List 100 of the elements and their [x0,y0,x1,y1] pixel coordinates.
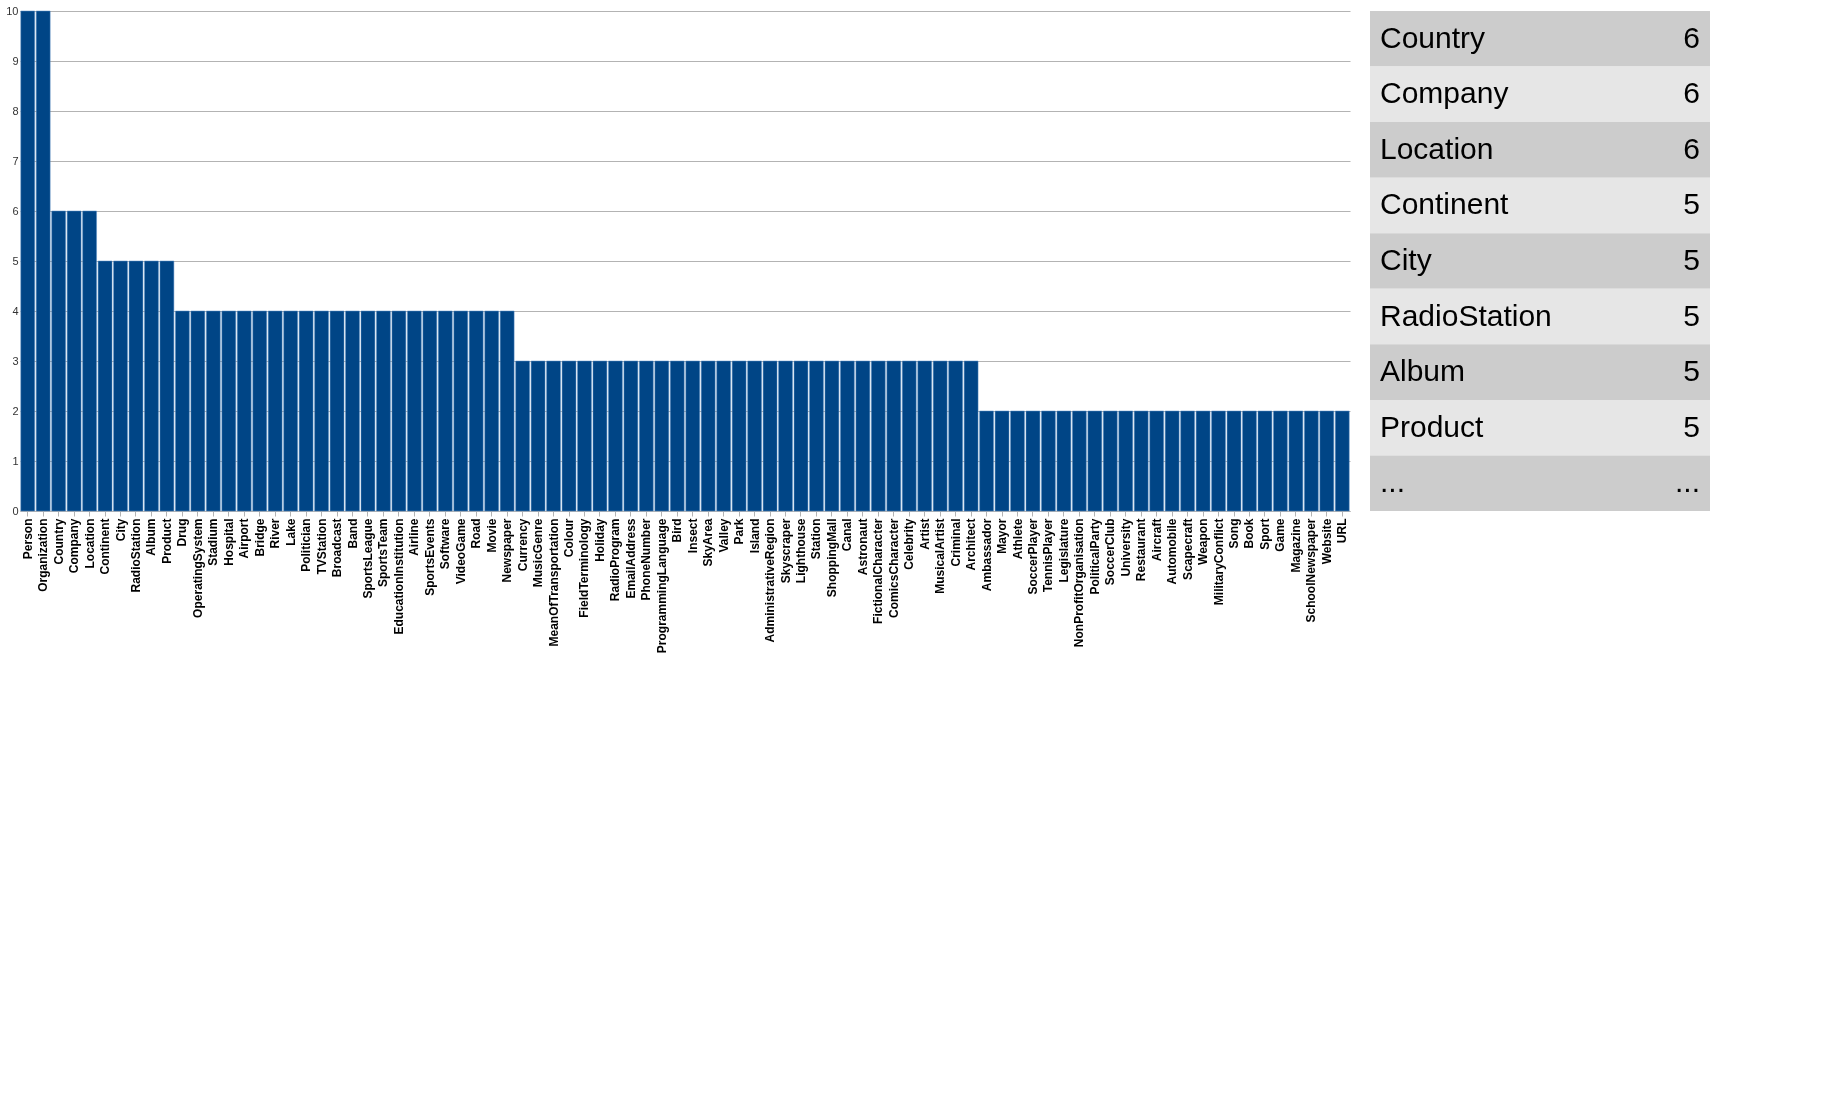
x-tick-label: RadioProgram [608,518,623,602]
x-tick-label: Valley [716,518,731,553]
text: 6 [1683,20,1700,54]
text: 6 [1683,76,1700,110]
x-tick-label: Holiday [592,518,607,562]
x-tick-label: EmailAddress [623,518,638,599]
text: Album [1380,354,1466,388]
text: Product [1380,409,1485,443]
text: RadioStation [1380,298,1552,332]
x-tick-label: Drug [175,518,190,547]
x-tick-label: SkyArea [701,518,716,567]
text: 5 [1683,243,1700,276]
x-tick-label: SportsTeam [376,518,391,587]
x-tick-label: River [268,518,283,549]
x-tick-label: Currency [515,518,530,572]
y-tick-label: 4 [12,304,19,317]
x-tick-label: Restaurant [1134,518,1149,582]
x-tick-label: Website [1319,518,1334,565]
text: ... [1674,465,1700,499]
x-tick-label: Bridge [252,518,267,557]
text: 6 [1683,131,1700,165]
x-tick-label: Location [82,518,97,569]
x-tick-label: MilitaryConflict [1211,518,1226,606]
x-tick-label: ShoppingMall [824,518,839,598]
x-tick-label: MusicGenre [531,518,546,588]
x-tick-label: Movie [484,518,499,553]
y-tick-label: 9 [12,54,19,67]
x-tick-label: AdministrativeRegion [763,518,778,643]
text: 5 [1683,409,1700,443]
x-tick-label: Colour [562,518,577,558]
x-tick-label: SchoolNewspaper [1304,518,1319,623]
x-tick-label: ProgrammingLanguage [654,518,669,654]
x-tick-label: Company [67,518,82,574]
x-tick-label: SoccerClub [1103,518,1118,586]
y-tick-label: 2 [12,404,19,417]
x-tick-label: Canal [840,518,855,552]
x-tick-label: Politician [299,518,314,572]
x-tick-label: SoccerPlayer [1025,518,1040,595]
x-tick-label: Magazine [1288,518,1303,573]
y-tick-label: 10 [6,4,19,17]
x-tick-label: University [1118,518,1133,577]
x-tick-label: Station [809,518,824,560]
x-tick-label: Product [159,518,174,564]
text: City [1380,243,1432,276]
x-tick-label: MusicalArtist [933,518,948,594]
x-tick-label: Park [732,518,747,545]
text: 5 [1683,298,1700,332]
y-tick-label: 1 [12,454,19,467]
y-tick-label: 8 [12,104,19,117]
x-tick-label: Insect [685,518,700,554]
y-tick-label: 7 [12,154,19,167]
x-tick-label: Athlete [1010,518,1025,560]
text: Location [1380,131,1494,165]
x-tick-label: Band [345,518,360,549]
x-tick-label: Legislature [1056,518,1071,583]
x-tick-label: Weapon [1196,518,1211,565]
x-tick-label: Game [1273,518,1288,552]
x-tick-label: SportsEvents [422,518,437,596]
text: Country [1380,20,1486,54]
y-tick-label: 5 [12,254,19,267]
text: Continent [1380,187,1510,221]
x-tick-label: Book [1242,518,1257,549]
x-tick-label: SportsLeague [360,518,375,599]
x-tick-label: Criminal [948,518,963,567]
x-tick-label: PoliticalParty [1087,518,1102,595]
x-tick-label: EducationInstitution [391,518,406,635]
x-tick-label: Song [1227,518,1242,549]
x-tick-label: Organization [36,518,51,592]
x-tick-label: ComicsCharacter [886,518,901,618]
x-tick-label: TVStation [314,518,329,575]
x-tick-label: Broadcast [330,518,345,578]
x-tick-label: Architect [964,518,979,571]
x-tick-label: Software [438,518,453,570]
x-tick-label: PhoneNumber [639,518,654,601]
text: 5 [1683,187,1700,221]
x-tick-label: VideoGame [453,518,468,585]
x-tick-label: Road [469,518,484,549]
x-tick-label: MeanOfTransportation [546,518,561,647]
x-tick-label: NonProfitOrganisation [1072,518,1087,648]
x-tick-label: Artist [917,518,932,550]
x-tick-label: City [113,518,128,542]
x-tick-label: Album [144,518,159,556]
x-tick-label: Scapecraft [1180,518,1195,580]
x-tick-label: Mayor [995,518,1010,554]
x-tick-label: RadioStation [128,518,143,593]
x-tick-label: FictionalCharacter [871,518,886,624]
x-tick-label: Airport [237,518,252,559]
x-tick-label: Bird [670,518,685,543]
x-tick-label: Lighthouse [793,518,808,584]
y-tick-label: 6 [12,204,19,217]
x-tick-label: Continent [98,518,113,575]
x-tick-label: FieldTerminology [577,518,592,618]
x-tick-label: Lake [283,518,298,546]
x-tick-label: Airline [407,518,422,556]
x-tick-label: Astronaut [855,518,870,576]
y-tick-label: 3 [12,354,19,367]
x-tick-label: Celebrity [902,518,917,570]
x-tick-label: Aircraft [1149,518,1164,562]
x-tick-label: Sport [1257,518,1272,550]
text: 5 [1683,354,1700,388]
